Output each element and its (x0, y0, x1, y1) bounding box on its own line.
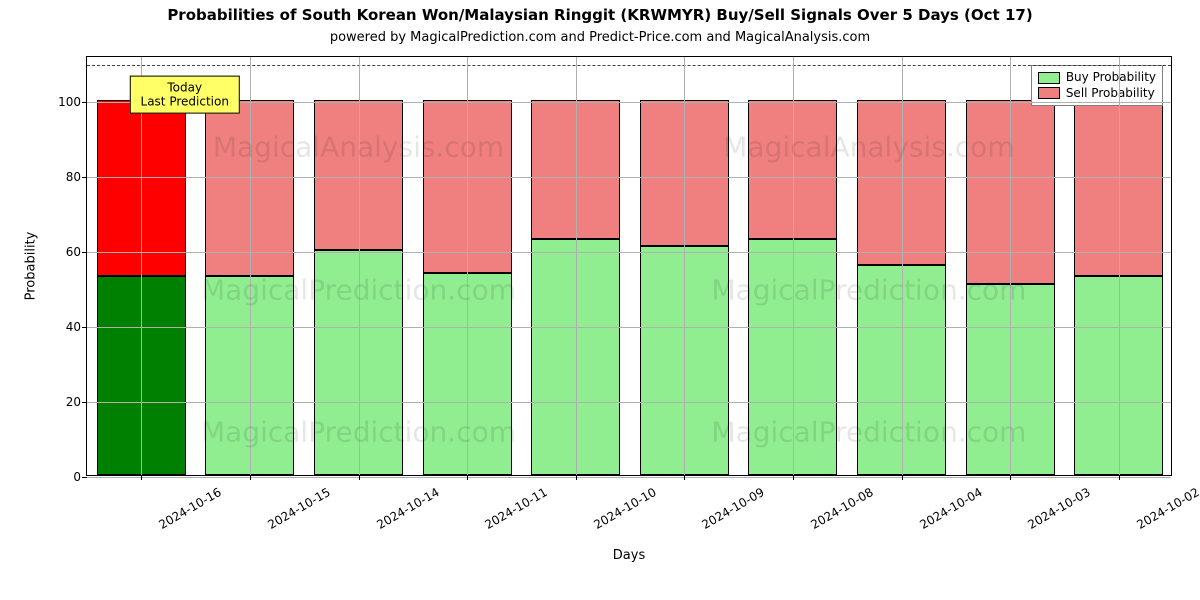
x-tick-mark (902, 475, 903, 480)
plot-area: Buy ProbabilitySell Probability 02040608… (86, 56, 1172, 476)
gridline-vertical (359, 57, 360, 475)
annotation-today: TodayLast Prediction (130, 75, 240, 114)
y-tick-label: 20 (66, 395, 87, 409)
gridline-vertical (902, 57, 903, 475)
legend-swatch (1038, 72, 1060, 84)
y-tick-label: 0 (73, 470, 87, 484)
y-axis-label: Probability (24, 232, 39, 301)
x-tick-mark (1119, 475, 1120, 480)
x-tick-mark (793, 475, 794, 480)
x-tick-mark (359, 475, 360, 480)
x-tick-mark (576, 475, 577, 480)
legend-label: Sell Probability (1066, 86, 1155, 102)
gridline-vertical (1119, 57, 1120, 475)
gridline-vertical (1010, 57, 1011, 475)
legend-item: Buy Probability (1038, 70, 1156, 86)
chart-title: Probabilities of South Korean Won/Malays… (0, 6, 1200, 24)
x-tick-label: 2024-10-15 (265, 485, 332, 532)
chart-wrapper: Probabilities of South Korean Won/Malays… (0, 0, 1200, 600)
x-tick-mark (684, 475, 685, 480)
x-axis-label: Days (613, 548, 645, 563)
x-tick-label: 2024-10-03 (1025, 485, 1092, 532)
x-tick-mark (467, 475, 468, 480)
x-tick-label: 2024-10-02 (1134, 485, 1200, 532)
y-tick-label: 60 (66, 245, 87, 259)
gridline-vertical (141, 57, 142, 475)
legend-item: Sell Probability (1038, 86, 1156, 102)
legend-swatch (1038, 87, 1060, 99)
x-tick-mark (1010, 475, 1011, 480)
y-tick-label: 80 (66, 170, 87, 184)
y-tick-label: 100 (58, 95, 87, 109)
chart-subtitle: powered by MagicalPrediction.com and Pre… (0, 30, 1200, 45)
legend-label: Buy Probability (1066, 70, 1156, 86)
gridline-vertical (793, 57, 794, 475)
x-tick-mark (141, 475, 142, 480)
x-tick-label: 2024-10-14 (374, 485, 441, 532)
x-tick-label: 2024-10-04 (917, 485, 984, 532)
gridline-vertical (250, 57, 251, 475)
legend: Buy ProbabilitySell Probability (1031, 65, 1163, 106)
gridline-vertical (576, 57, 577, 475)
x-tick-label: 2024-10-11 (482, 485, 549, 532)
x-tick-label: 2024-10-09 (700, 485, 767, 532)
x-tick-label: 2024-10-08 (808, 485, 875, 532)
x-tick-mark (250, 475, 251, 480)
y-tick-label: 40 (66, 320, 87, 334)
x-tick-label: 2024-10-10 (591, 485, 658, 532)
gridline-vertical (684, 57, 685, 475)
gridline-vertical (467, 57, 468, 475)
x-tick-label: 2024-10-16 (157, 485, 224, 532)
